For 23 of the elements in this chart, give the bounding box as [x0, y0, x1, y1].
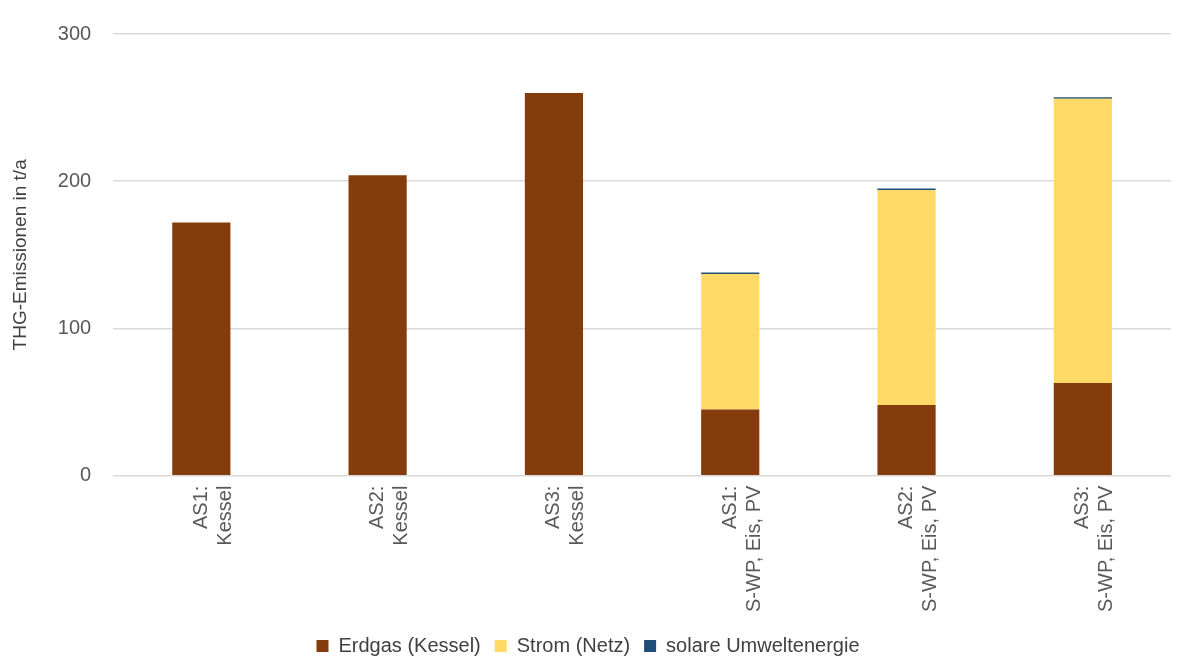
- bar: [348, 175, 407, 475]
- legend-label: Strom (Netz): [516, 633, 631, 656]
- x-tick-label: AS1: Kessel: [188, 485, 235, 546]
- y-tick-label: 200: [57, 168, 92, 191]
- x-tick-label: AS1: S-WP, Eis, PV: [717, 485, 764, 612]
- x-tick-label: AS3: S-WP, Eis, PV: [1070, 485, 1117, 612]
- x-tick-label: AS3: Kessel: [541, 485, 588, 546]
- bar: [1053, 382, 1112, 475]
- x-tick-label: AS2: S-WP, Eis, PV: [894, 485, 941, 612]
- bar: [524, 92, 584, 475]
- bar: [877, 405, 936, 475]
- x-tick-label: AS2: Kessel: [365, 485, 412, 546]
- y-tick-label: 100: [57, 315, 92, 338]
- bar: [701, 409, 760, 475]
- y-axis-title: THG-Emissionen in t/a: [8, 158, 30, 351]
- y-tick-label: 0: [80, 463, 92, 486]
- legend-label: solare Umweltenergie: [666, 633, 860, 656]
- bar: [1053, 98, 1112, 383]
- bar: [877, 190, 936, 405]
- bar: [172, 222, 231, 475]
- legend-label: Erdgas (Kessel): [338, 633, 481, 656]
- y-tick-label: 300: [57, 21, 92, 44]
- bar: [701, 273, 760, 410]
